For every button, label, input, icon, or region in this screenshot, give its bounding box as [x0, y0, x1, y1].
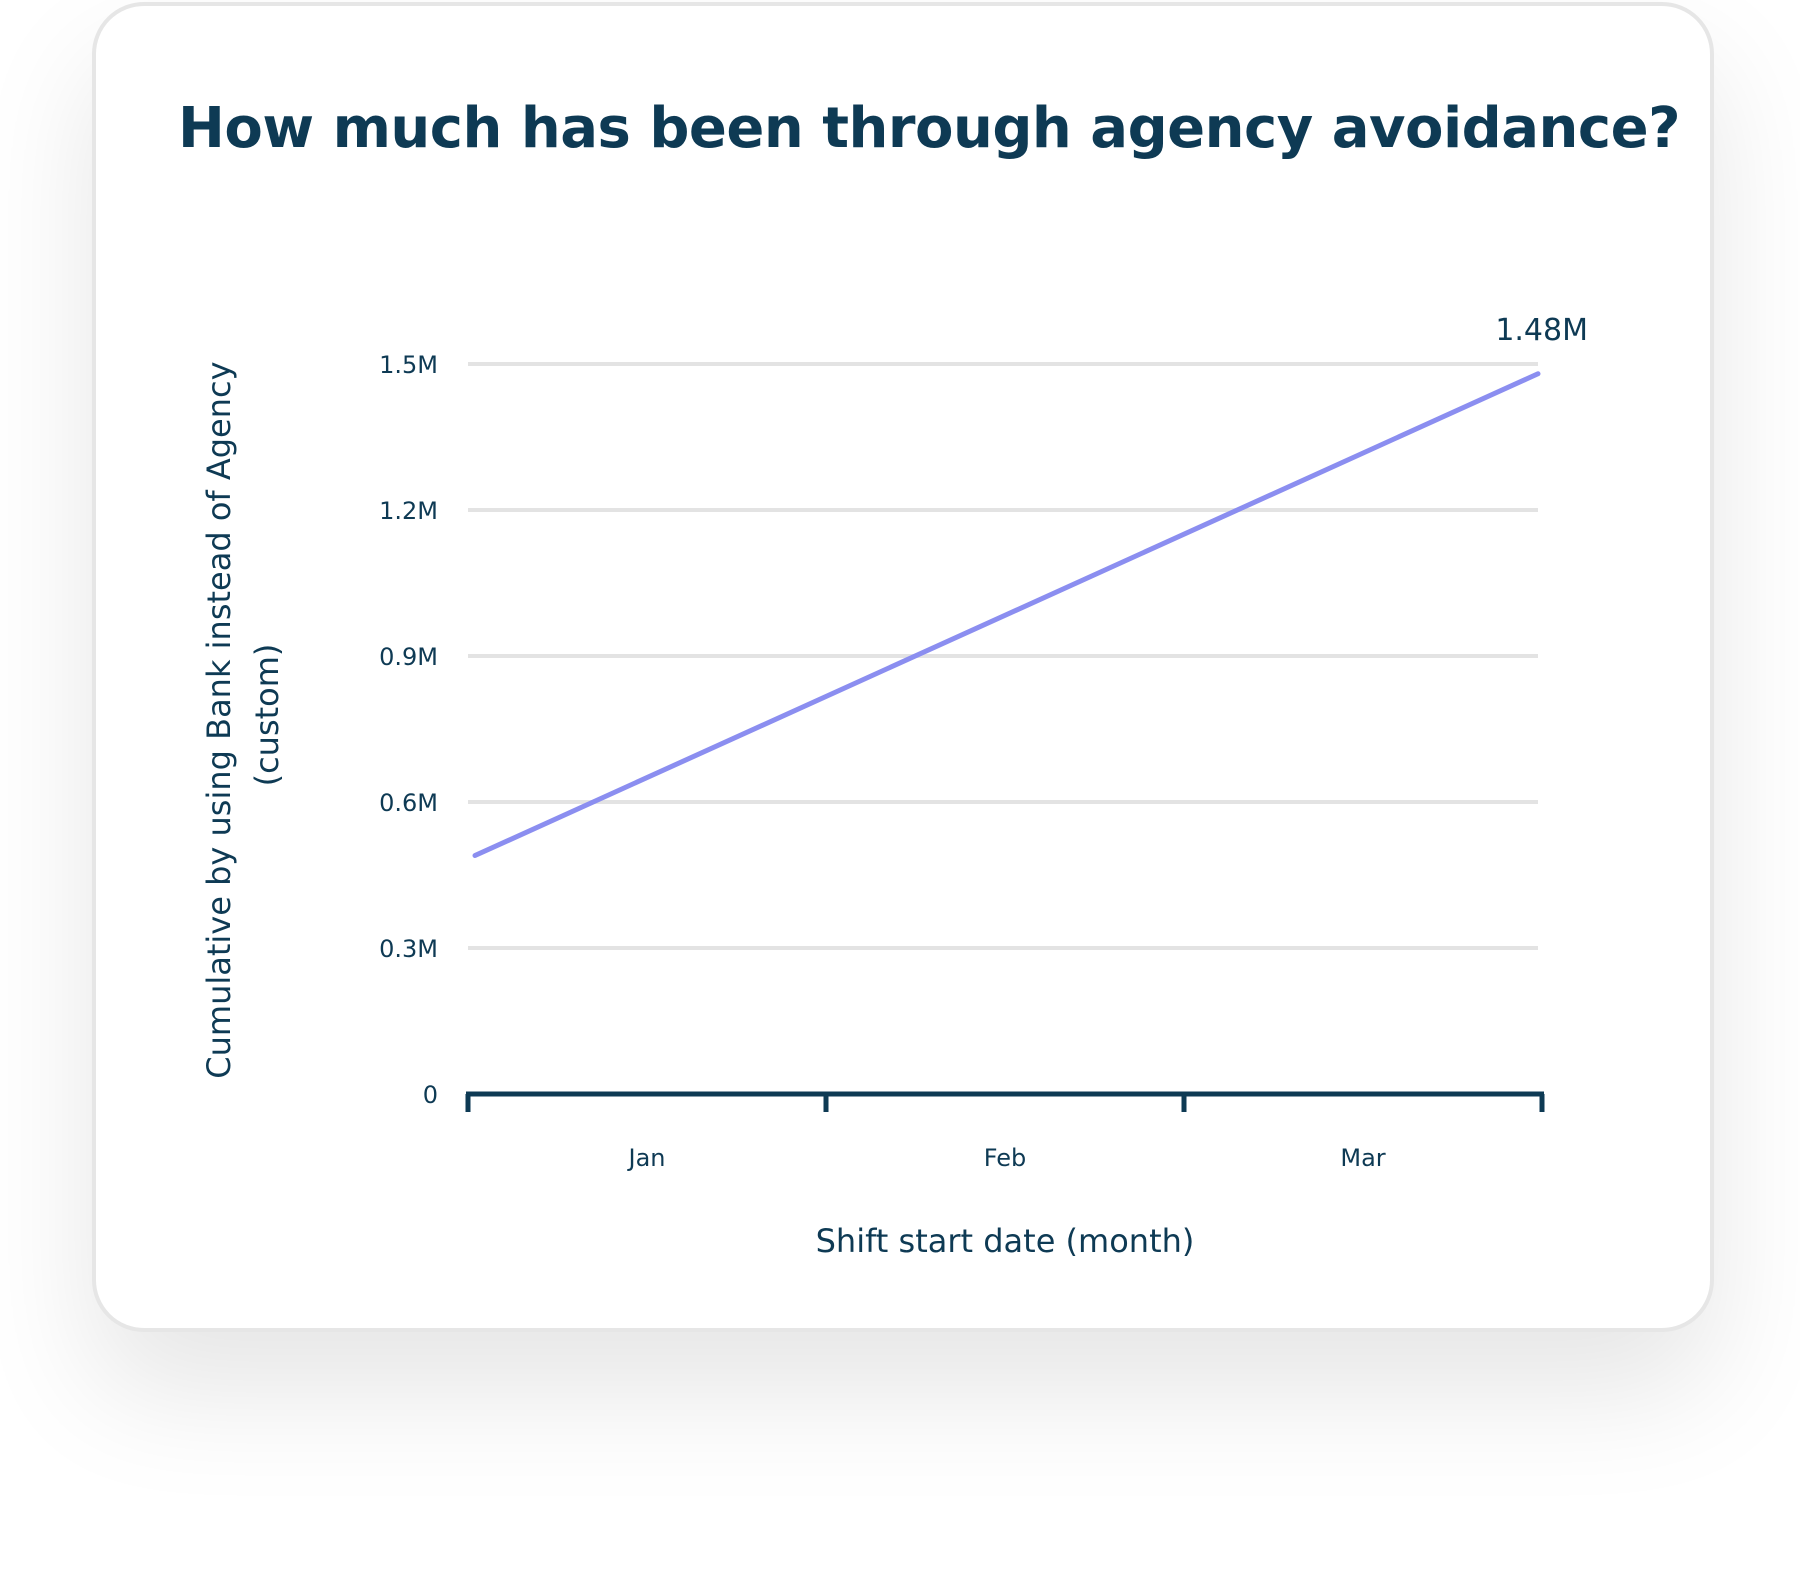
y-tick-label: 0 — [423, 1081, 438, 1109]
y-tick-label: 0.9M — [379, 643, 438, 671]
series-line — [472, 371, 1541, 859]
x-tick-labels: Jan Feb Mar — [627, 1144, 1386, 1172]
x-axis-title: Shift start date (month) — [816, 1222, 1195, 1260]
x-tick-label: Mar — [1340, 1144, 1385, 1172]
y-tick-label: 1.5M — [379, 351, 438, 379]
chart-card — [92, 2, 1714, 1332]
y-tick-label: 0.6M — [379, 789, 438, 817]
y-axis-title-line-2: (custom) — [248, 644, 286, 787]
y-axis-title: Cumulative by using Bank instead of Agen… — [200, 351, 286, 1078]
x-axis — [465, 1091, 1545, 1112]
y-tick-label: 1.2M — [379, 497, 438, 525]
series-group — [472, 371, 1541, 859]
y-tick-labels: 0 0.3M 0.6M 0.9M 1.2M 1.5M — [379, 351, 438, 1109]
x-tick-label: Feb — [984, 1144, 1027, 1172]
y-axis-title-line-1: Cumulative by using Bank instead of Agen… — [200, 361, 238, 1078]
y-tick-label: 0.3M — [379, 935, 438, 963]
x-tick-label: Jan — [627, 1144, 666, 1172]
chart-title: How much has been through agency avoidan… — [178, 96, 1681, 161]
end-value-label: 1.48M — [1495, 313, 1588, 348]
grid-lines — [468, 362, 1538, 950]
